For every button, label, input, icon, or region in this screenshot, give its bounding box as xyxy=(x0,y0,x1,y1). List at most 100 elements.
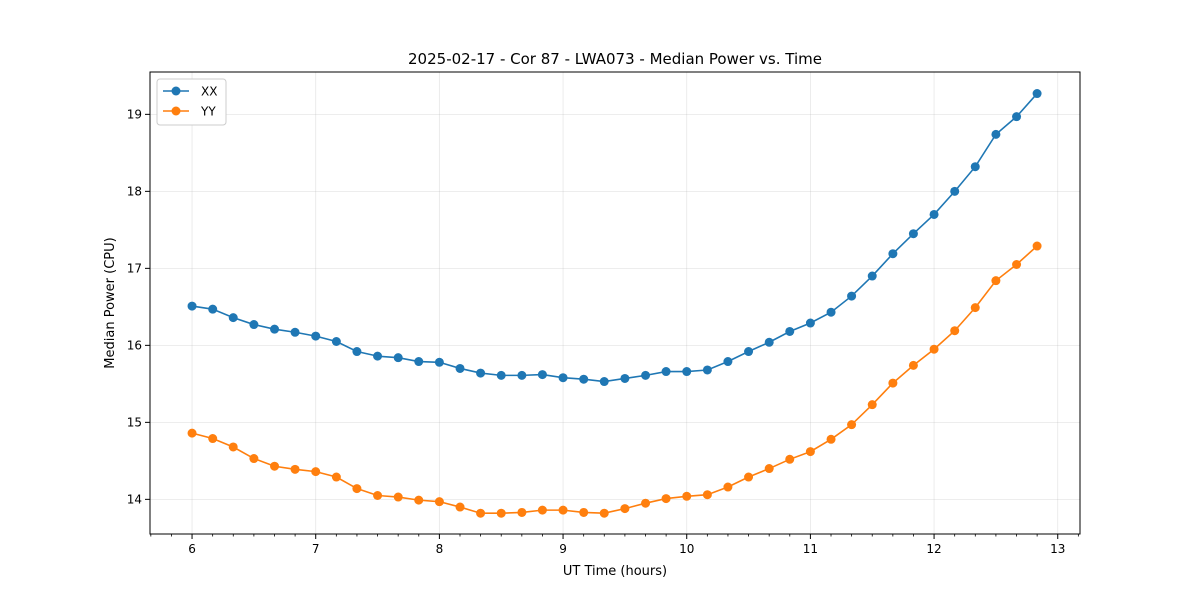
data-point-yy xyxy=(537,505,547,515)
data-point-yy xyxy=(434,497,444,507)
data-point-xx xyxy=(352,347,362,357)
x-tick-label: 12 xyxy=(926,542,941,556)
data-point-xx xyxy=(455,363,465,373)
data-point-xx xyxy=(620,373,630,383)
data-point-xx xyxy=(517,370,527,380)
data-point-yy xyxy=(270,461,280,471)
data-point-xx xyxy=(682,367,692,377)
y-tick-label: 19 xyxy=(127,107,142,121)
y-tick-label: 18 xyxy=(127,184,142,198)
data-point-xx xyxy=(991,129,1001,139)
data-point-xx xyxy=(641,370,651,380)
data-point-xx xyxy=(929,209,939,219)
data-point-xx xyxy=(414,357,424,367)
data-point-yy xyxy=(991,276,1001,286)
data-point-yy xyxy=(187,428,197,438)
data-point-yy xyxy=(620,504,630,514)
data-point-xx xyxy=(661,367,671,377)
data-point-yy xyxy=(249,454,259,464)
data-point-yy xyxy=(393,492,403,502)
data-point-xx xyxy=(290,327,300,337)
data-point-xx xyxy=(847,291,857,301)
data-point-yy xyxy=(847,420,857,430)
data-point-yy xyxy=(455,502,465,512)
x-tick-label: 6 xyxy=(188,542,196,556)
legend-label-xx: XX xyxy=(201,85,217,99)
legend-marker-yy xyxy=(171,106,181,116)
data-point-xx xyxy=(723,357,733,367)
data-point-yy xyxy=(929,344,939,354)
y-tick-label: 14 xyxy=(127,492,142,506)
data-point-xx xyxy=(579,374,589,384)
data-point-yy xyxy=(661,494,671,504)
data-point-xx xyxy=(187,301,197,311)
data-point-yy xyxy=(723,482,733,492)
x-axis-label: UT Time (hours) xyxy=(563,564,667,579)
data-point-xx xyxy=(270,324,280,334)
data-point-yy xyxy=(867,400,877,410)
data-point-xx xyxy=(970,162,980,172)
data-point-xx xyxy=(1032,89,1042,99)
data-point-xx xyxy=(434,357,444,367)
data-point-yy xyxy=(888,378,898,388)
data-point-yy xyxy=(1032,241,1042,251)
data-point-yy xyxy=(970,303,980,313)
chart-title: 2025-02-17 - Cor 87 - LWA073 - Median Po… xyxy=(408,50,822,68)
data-point-yy xyxy=(496,508,506,518)
legend-marker-xx xyxy=(171,86,181,96)
data-point-yy xyxy=(228,442,238,452)
data-point-xx xyxy=(764,337,774,347)
data-point-xx xyxy=(867,271,877,281)
y-tick-label: 15 xyxy=(127,415,142,429)
data-point-yy xyxy=(476,508,486,518)
data-point-xx xyxy=(228,313,238,323)
data-point-xx xyxy=(599,377,609,387)
data-point-xx xyxy=(249,320,259,330)
plot-frame xyxy=(149,71,1081,535)
x-tick-label: 11 xyxy=(803,542,818,556)
x-tick-label: 8 xyxy=(436,542,444,556)
data-point-xx xyxy=(1012,112,1022,122)
data-point-xx xyxy=(331,337,341,346)
data-point-xx xyxy=(537,370,547,380)
data-point-xx xyxy=(826,307,836,317)
data-point-yy xyxy=(785,454,795,464)
y-axis-label: Median Power (CPU) xyxy=(103,237,118,368)
data-point-yy xyxy=(950,326,960,336)
data-point-yy xyxy=(311,467,321,477)
data-point-yy xyxy=(1012,260,1022,269)
data-point-yy xyxy=(702,490,712,500)
grid xyxy=(150,72,1080,534)
x-tick-label: 13 xyxy=(1050,542,1065,556)
data-point-yy xyxy=(764,464,774,474)
x-axis: 6 7 8 9 10 11 12 13 xyxy=(150,534,1079,556)
data-point-yy xyxy=(331,472,341,482)
y-tick-label: 17 xyxy=(127,261,142,275)
data-point-xx xyxy=(805,318,815,328)
data-point-xx xyxy=(311,331,321,341)
data-point-xx xyxy=(702,365,712,375)
data-point-xx xyxy=(908,229,918,239)
data-point-xx xyxy=(208,304,218,314)
data-point-xx xyxy=(476,368,486,378)
data-point-xx xyxy=(373,351,383,361)
data-point-yy xyxy=(517,507,527,517)
data-point-yy xyxy=(908,360,918,370)
data-point-yy xyxy=(805,447,815,457)
data-point-xx xyxy=(393,353,403,363)
data-point-yy xyxy=(579,507,589,517)
data-point-yy xyxy=(558,505,568,515)
data-point-yy xyxy=(208,434,218,444)
x-tick-label: 7 xyxy=(312,542,320,556)
data-point-yy xyxy=(682,491,692,501)
data-point-yy xyxy=(641,498,651,508)
data-point-xx xyxy=(744,347,754,357)
x-tick-label: 10 xyxy=(679,542,694,556)
y-axis: 14 15 16 17 18 19 xyxy=(127,107,150,506)
data-point-yy xyxy=(599,508,609,518)
data-point-yy xyxy=(744,472,754,482)
data-point-yy xyxy=(373,491,383,500)
x-tick-label: 9 xyxy=(559,542,567,556)
data-point-xx xyxy=(785,326,795,336)
